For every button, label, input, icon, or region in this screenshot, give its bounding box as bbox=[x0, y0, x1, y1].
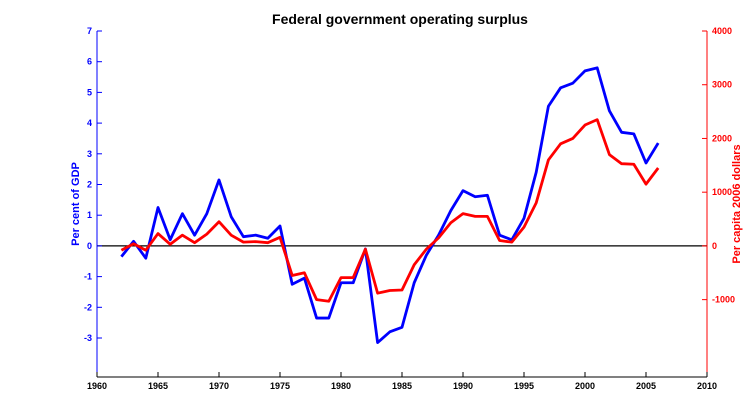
right-tick-label: 0 bbox=[712, 241, 717, 251]
x-tick-label: 1980 bbox=[331, 381, 351, 391]
right-tick-label: 3000 bbox=[712, 80, 732, 90]
x-tick-label: 1985 bbox=[392, 381, 412, 391]
left-tick-label: -2 bbox=[84, 302, 92, 312]
left-tick-label: 6 bbox=[87, 57, 92, 67]
right-tick-label: 2000 bbox=[712, 133, 732, 143]
left-tick-label: -1 bbox=[84, 272, 92, 282]
x-tick-label: 1995 bbox=[514, 381, 534, 391]
x-tick-label: 1990 bbox=[453, 381, 473, 391]
chart-title: Federal government operating surplus bbox=[272, 11, 528, 27]
x-tick-label: 2005 bbox=[636, 381, 656, 391]
left-tick-label: 2 bbox=[87, 180, 92, 190]
x-tick-label: 2000 bbox=[575, 381, 595, 391]
x-tick-label: 2010 bbox=[697, 381, 717, 391]
x-tick-label: 1970 bbox=[209, 381, 229, 391]
x-tick-label: 1965 bbox=[148, 381, 168, 391]
x-tick-label: 1960 bbox=[87, 381, 107, 391]
left-tick-label: -3 bbox=[84, 333, 92, 343]
x-tick-label: 1975 bbox=[270, 381, 290, 391]
left-tick-label: 1 bbox=[87, 210, 92, 220]
left-axis-label: Per cent of GDP bbox=[70, 162, 82, 246]
left-tick-label: 0 bbox=[87, 241, 92, 251]
right-tick-label: 4000 bbox=[712, 26, 732, 36]
series-line-per-capita bbox=[121, 120, 658, 302]
right-tick-label: -1000 bbox=[712, 295, 735, 305]
left-tick-label: 5 bbox=[87, 87, 92, 97]
left-tick-label: 7 bbox=[87, 26, 92, 36]
series-line-percent-gdp bbox=[121, 68, 658, 343]
right-tick-label: 1000 bbox=[712, 187, 732, 197]
right-axis-label: Per capita 2006 dollars bbox=[731, 144, 743, 263]
left-tick-label: 3 bbox=[87, 149, 92, 159]
left-tick-label: 4 bbox=[87, 118, 92, 128]
